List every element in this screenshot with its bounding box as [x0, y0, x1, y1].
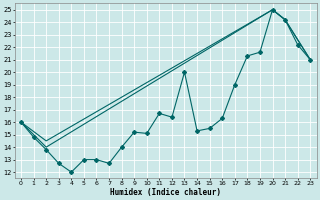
X-axis label: Humidex (Indice chaleur): Humidex (Indice chaleur) — [110, 188, 221, 197]
